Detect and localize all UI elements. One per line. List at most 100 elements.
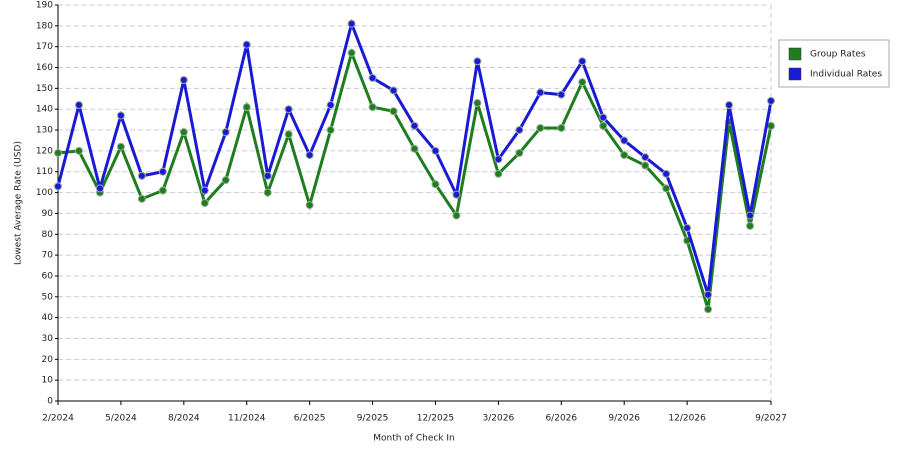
data-point bbox=[347, 48, 356, 57]
data-point bbox=[137, 171, 146, 180]
y-tick-label: 140 bbox=[36, 105, 53, 115]
y-tick-label: 110 bbox=[36, 167, 53, 177]
data-point bbox=[746, 211, 755, 220]
y-tick-label: 20 bbox=[42, 355, 54, 365]
x-tick-label: 6/2025 bbox=[294, 414, 326, 424]
data-point bbox=[179, 128, 188, 137]
y-tick-label: 10 bbox=[42, 376, 54, 386]
data-point bbox=[620, 151, 629, 160]
y-tick-label: 30 bbox=[42, 334, 54, 344]
data-point bbox=[326, 101, 335, 110]
data-point bbox=[557, 90, 566, 99]
y-axis-label: Lowest Average Rate (USD) bbox=[14, 141, 24, 265]
y-tick-label: 120 bbox=[36, 146, 53, 156]
data-point bbox=[54, 182, 62, 191]
y-tick-label: 90 bbox=[42, 209, 54, 219]
data-point bbox=[389, 86, 398, 95]
data-point bbox=[410, 144, 419, 153]
data-point bbox=[368, 103, 377, 112]
series-line bbox=[57, 48, 773, 310]
data-point bbox=[305, 151, 314, 160]
data-point bbox=[725, 101, 734, 110]
data-point bbox=[221, 176, 230, 185]
data-point bbox=[200, 199, 209, 207]
series-line bbox=[56, 18, 773, 296]
data-point bbox=[473, 98, 482, 107]
x-tick-label: 6/2026 bbox=[545, 414, 577, 424]
data-point bbox=[473, 57, 482, 66]
data-point bbox=[179, 76, 188, 85]
data-point bbox=[578, 78, 587, 87]
data-point bbox=[263, 171, 272, 180]
x-tick-label: 12/2026 bbox=[668, 414, 706, 424]
data-point bbox=[452, 211, 461, 220]
x-tick-label: 8/2024 bbox=[168, 414, 200, 424]
legend-swatch bbox=[788, 67, 802, 81]
data-point bbox=[662, 169, 671, 178]
data-point bbox=[242, 103, 251, 112]
data-point bbox=[515, 126, 524, 135]
y-tick-label: 40 bbox=[42, 313, 54, 323]
x-tick-label: 2/2024 bbox=[42, 414, 74, 424]
y-tick-label: 180 bbox=[36, 21, 53, 31]
data-point bbox=[683, 224, 692, 233]
data-point bbox=[578, 57, 587, 66]
x-tick-label: 3/2026 bbox=[483, 414, 515, 424]
data-point bbox=[368, 73, 377, 82]
data-point bbox=[494, 155, 503, 164]
data-point bbox=[95, 184, 104, 193]
data-point bbox=[284, 130, 293, 139]
data-point bbox=[200, 186, 209, 195]
data-point bbox=[557, 123, 566, 132]
data-point bbox=[767, 96, 775, 105]
data-point bbox=[158, 167, 167, 176]
x-tick-label: 9/2026 bbox=[608, 414, 640, 424]
y-tick-label: 190 bbox=[36, 1, 53, 11]
data-point bbox=[54, 148, 62, 157]
y-tick-label: 80 bbox=[42, 230, 54, 240]
data-point bbox=[767, 121, 775, 130]
data-point bbox=[326, 126, 335, 135]
y-tick-label: 160 bbox=[36, 63, 53, 73]
data-point bbox=[704, 305, 713, 314]
y-tick-label: 100 bbox=[36, 188, 53, 198]
data-point bbox=[137, 194, 146, 203]
data-point bbox=[452, 190, 461, 199]
y-tick-label: 70 bbox=[42, 251, 54, 261]
y-tick-label: 0 bbox=[47, 397, 53, 407]
data-point bbox=[431, 180, 440, 189]
data-point bbox=[620, 136, 629, 145]
data-point bbox=[305, 201, 314, 210]
x-tick-label: 5/2024 bbox=[105, 414, 137, 424]
y-tick-label: 130 bbox=[36, 126, 53, 136]
x-axis-label: Month of Check In bbox=[373, 434, 455, 444]
data-point bbox=[704, 290, 713, 299]
data-point bbox=[641, 153, 650, 162]
y-tick-label: 170 bbox=[36, 42, 53, 52]
data-point bbox=[536, 123, 545, 132]
data-point bbox=[347, 19, 356, 28]
data-point bbox=[599, 121, 608, 130]
data-point bbox=[515, 148, 524, 157]
data-point bbox=[662, 184, 671, 193]
data-point bbox=[494, 169, 503, 178]
data-point bbox=[431, 146, 440, 155]
data-point bbox=[116, 142, 125, 151]
data-point bbox=[263, 188, 272, 197]
data-point bbox=[116, 111, 125, 120]
legend-label: Group Rates bbox=[810, 50, 866, 60]
data-point bbox=[221, 128, 230, 137]
y-tick-label: 150 bbox=[36, 84, 53, 94]
legend-swatch bbox=[788, 47, 802, 61]
data-point bbox=[74, 146, 83, 155]
data-point bbox=[389, 107, 398, 116]
x-tick-label: 12/2025 bbox=[417, 414, 454, 424]
x-tick-label: 11/2024 bbox=[228, 414, 266, 424]
data-point bbox=[74, 101, 83, 110]
data-point bbox=[284, 105, 293, 114]
data-point bbox=[746, 221, 755, 230]
x-tick-label: 9/2025 bbox=[357, 414, 389, 424]
data-point bbox=[158, 186, 167, 195]
data-point bbox=[599, 113, 608, 122]
